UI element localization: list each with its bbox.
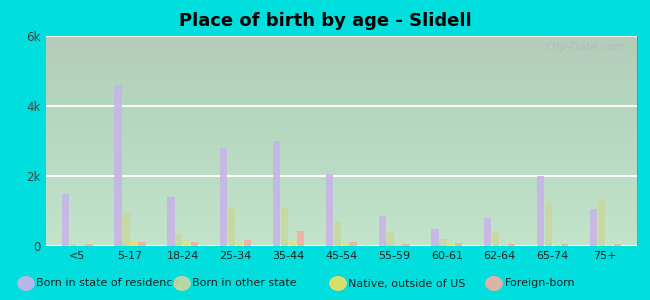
Bar bbox=[138, 242, 146, 246]
Bar bbox=[387, 232, 394, 246]
Bar bbox=[432, 229, 439, 246]
Bar bbox=[447, 243, 454, 246]
Bar bbox=[500, 244, 507, 246]
Bar bbox=[176, 234, 183, 246]
Bar bbox=[244, 240, 251, 246]
Bar bbox=[545, 200, 552, 246]
Text: Place of birth by age - Slidell: Place of birth by age - Slidell bbox=[179, 12, 471, 30]
Bar bbox=[281, 208, 288, 246]
Bar bbox=[77, 244, 84, 246]
Bar bbox=[114, 85, 122, 246]
Bar bbox=[62, 194, 69, 246]
Bar bbox=[537, 176, 544, 246]
Bar bbox=[220, 148, 228, 246]
Text: City-Data.com: City-Data.com bbox=[545, 42, 625, 52]
Text: Native, outside of US: Native, outside of US bbox=[348, 278, 466, 289]
Bar bbox=[552, 244, 560, 246]
Bar bbox=[296, 231, 304, 246]
Bar bbox=[606, 244, 613, 246]
Text: Foreign-born: Foreign-born bbox=[504, 278, 575, 289]
Bar bbox=[455, 243, 462, 246]
Bar bbox=[326, 174, 333, 246]
Bar bbox=[590, 209, 597, 246]
Bar bbox=[402, 244, 410, 246]
Text: Born in other state: Born in other state bbox=[192, 278, 297, 289]
Bar bbox=[484, 218, 491, 246]
Bar bbox=[167, 197, 175, 246]
Bar bbox=[439, 239, 447, 246]
Bar bbox=[508, 244, 515, 246]
Bar bbox=[492, 232, 499, 246]
Bar bbox=[378, 216, 386, 246]
Bar bbox=[350, 242, 357, 246]
Bar bbox=[130, 242, 138, 246]
Bar bbox=[273, 141, 280, 246]
Bar bbox=[122, 213, 130, 246]
Bar bbox=[85, 244, 93, 246]
Bar bbox=[341, 243, 349, 246]
Bar bbox=[70, 244, 77, 246]
Bar bbox=[191, 242, 198, 246]
Bar bbox=[614, 244, 621, 246]
Bar bbox=[333, 221, 341, 246]
Bar bbox=[183, 242, 190, 246]
Bar bbox=[395, 244, 402, 246]
Bar bbox=[236, 243, 243, 246]
Text: Born in state of residence: Born in state of residence bbox=[36, 278, 180, 289]
Bar bbox=[561, 244, 568, 246]
Bar bbox=[289, 242, 296, 246]
Bar bbox=[598, 199, 605, 246]
Bar bbox=[228, 208, 235, 246]
